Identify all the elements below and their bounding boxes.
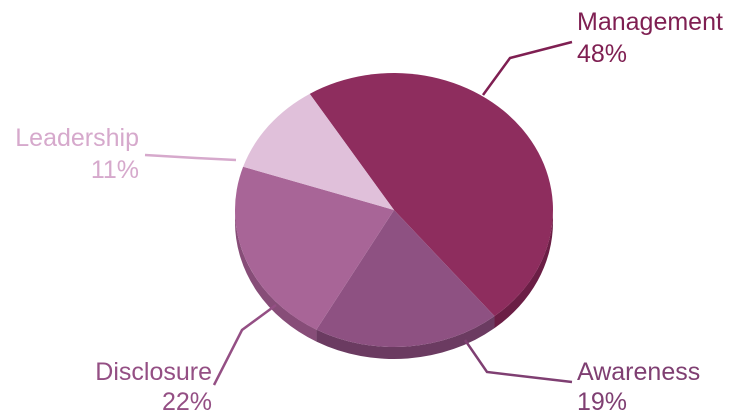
slice-label-leadership: Leadership [15, 124, 139, 152]
slice-percent-disclosure: 22% [162, 388, 212, 412]
pie-sides [235, 210, 553, 360]
leader-lines [144, 40, 573, 386]
pie-slice-disclosure [234, 166, 394, 330]
pie-slices [234, 73, 553, 347]
pie-slice-awareness [316, 210, 495, 347]
pie-slice-management [309, 73, 553, 317]
slice-percent-awareness: 19% [577, 388, 627, 412]
slice-label-management: Management [577, 8, 723, 36]
pie-side-awareness [316, 316, 495, 360]
leader-line-management [481, 40, 573, 96]
slice-label-awareness: Awareness [577, 358, 700, 386]
leader-line-awareness [463, 339, 573, 384]
slice-percent-leadership: 11% [91, 156, 139, 184]
slice-label-disclosure: Disclosure [95, 358, 212, 386]
pie-slice-leadership [243, 93, 394, 210]
leader-line-leadership [144, 153, 237, 162]
slice-percent-management: 48% [577, 40, 627, 68]
pie-side-management [494, 210, 553, 329]
pie-side-disclosure [235, 210, 317, 342]
leader-line-disclosure [212, 303, 277, 386]
